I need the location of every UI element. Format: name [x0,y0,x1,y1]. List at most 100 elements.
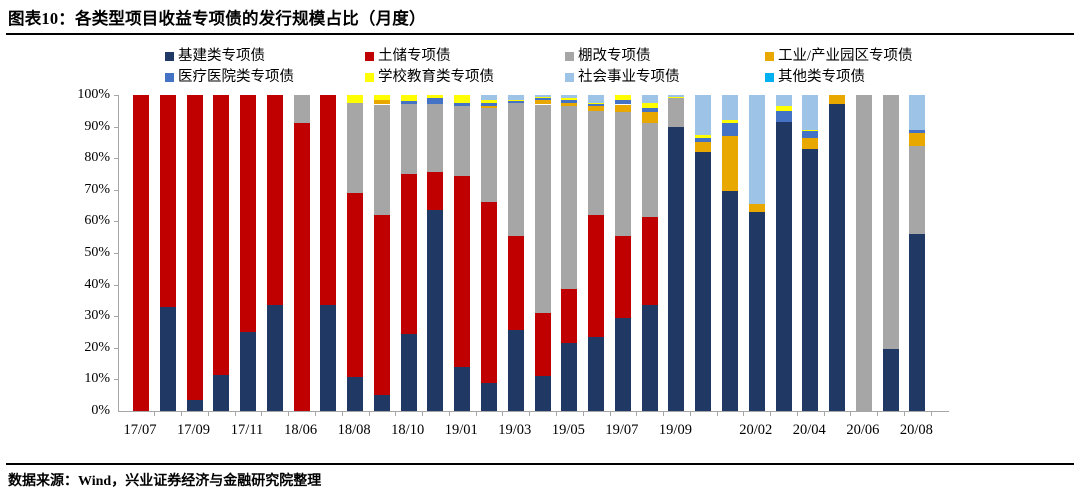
bar-segment [802,129,819,132]
bar-segment [240,95,257,332]
bar-column[interactable] [320,95,337,411]
bar-column[interactable] [695,95,712,411]
bar-column[interactable] [266,95,283,411]
legend-item-3-1[interactable]: 棚改专项债 [565,49,765,64]
legend-row: 基建类专项债 土储专项债 棚改专项债 工业/产业园区专项债 [165,46,985,67]
x-axis-tick [261,411,263,416]
legend-label: 医疗医院类专项债 [178,69,294,85]
bar-column[interactable] [240,95,257,411]
legend-item-3-2[interactable]: 社会事业专项债 [565,70,765,85]
bar-column[interactable] [293,95,310,411]
x-axis-tick [850,411,852,416]
bar-segment [614,104,631,113]
bar-column[interactable] [882,95,899,411]
bar-column[interactable] [855,95,872,411]
x-axis-tick-label: 19/09 [658,422,692,438]
bar-column[interactable] [909,95,926,411]
legend-swatch-icon [365,73,374,82]
bar-column[interactable] [347,95,364,411]
x-axis-tick [368,411,370,416]
chart-title-bar: 图表10：各类型项目收益专项债的发行规模占比（月度） [0,0,1080,34]
x-axis-tick [930,411,932,416]
bar-segment [695,137,712,143]
bar-segment [802,131,819,138]
bar-segment [561,102,578,107]
legend-item-1-2[interactable]: 医疗医院类专项债 [165,70,365,85]
bar-column[interactable] [400,95,417,411]
bar-segment [373,215,390,396]
bar-column[interactable] [614,95,631,411]
bar-segment [748,211,765,411]
bar-segment [909,145,926,235]
bar-segment [481,106,498,108]
bar-column[interactable] [213,95,230,411]
legend-item-2-1[interactable]: 土储专项债 [365,49,565,64]
x-axis-tick-label: 19/07 [605,422,639,438]
bar-segment [695,95,712,135]
bar-segment [641,305,658,411]
source-note: 数据来源：Wind，兴业证券经济与金融研究院整理 [8,474,322,489]
bar-column[interactable] [481,95,498,411]
bar-column[interactable] [159,95,176,411]
bar-segment [561,98,578,101]
bar-segment [373,395,390,411]
bar-segment [400,333,417,411]
legend-item-1-1[interactable]: 基建类专项债 [165,49,365,64]
bar-column[interactable] [588,95,605,411]
bar-segment [132,95,149,411]
bar-segment [641,107,658,113]
x-axis-labels: 17/07 17/09 17/11 18/06 18/08 18/10 19/01 19/03… [118,422,948,446]
bar-segment [802,95,819,130]
bar-column[interactable] [373,95,390,411]
bar-segment [481,95,498,100]
bar-column[interactable] [186,95,203,411]
x-axis-tick [234,411,236,416]
legend-item-4-1[interactable]: 工业/产业园区专项债 [765,49,985,64]
bar-segment [481,202,498,383]
plot-area: 0% 10% 20% 30% 40% 50% 60% 70% 80% 90% 100% 17/07 1… [0,88,1080,438]
bar-column[interactable] [641,95,658,411]
bar-column[interactable] [561,95,578,411]
legend-label: 土储专项债 [378,48,451,64]
bar-segment [695,151,712,411]
x-axis-tick-label: 17/07 [123,422,157,438]
x-axis-tick-label: 19/05 [551,422,585,438]
bar-column[interactable] [775,95,792,411]
bar-column[interactable] [668,95,685,411]
bar-segment [213,374,230,411]
x-axis-tick-label: 18/08 [337,422,371,438]
bar-column[interactable] [454,95,471,411]
x-axis-tick [636,411,638,416]
bar-segment [186,399,203,411]
y-axis-tick [114,221,119,223]
bar-segment [614,112,631,236]
bar-segment [454,95,471,103]
legend-item-2-2[interactable]: 学校教育类专项债 [365,70,565,85]
bar-segment [373,95,390,100]
bar-column[interactable] [427,95,444,411]
x-axis-tick [663,411,665,416]
legend-row: 医疗医院类专项债 学校教育类专项债 社会事业专项债 其他类专项债 [165,67,985,88]
bar-segment [293,123,310,411]
bar-segment [507,102,524,236]
bar-column[interactable] [802,95,819,411]
legend-swatch-icon [165,73,174,82]
bar-segment [668,126,685,411]
x-axis-tick [689,411,691,416]
bar-column[interactable] [721,95,738,411]
bar-segment [400,174,417,334]
bar-column[interactable] [829,95,846,411]
bar-segment [400,100,417,105]
bar-segment [775,121,792,411]
bar-column[interactable] [534,95,551,411]
bar-segment [721,191,738,411]
bar-column[interactable] [748,95,765,411]
x-axis-tick [770,411,772,416]
x-axis-tick-label: 20/08 [899,422,933,438]
bar-column[interactable] [507,95,524,411]
bar-segment [186,95,203,400]
y-axis-tick [114,347,119,349]
legend-item-4-2[interactable]: 其他类专项债 [765,70,985,85]
bar-column[interactable] [132,95,149,411]
y-axis-tick [114,126,119,128]
